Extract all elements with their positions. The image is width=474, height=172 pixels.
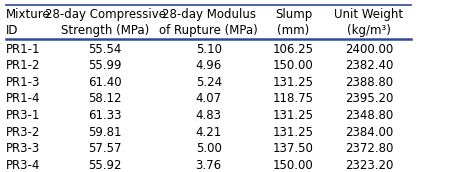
Text: 2372.80: 2372.80 (345, 142, 393, 155)
Text: 4.07: 4.07 (196, 93, 222, 105)
Text: 55.54: 55.54 (88, 43, 122, 56)
Text: 4.96: 4.96 (196, 60, 222, 72)
Text: 55.92: 55.92 (88, 159, 122, 172)
Text: 137.50: 137.50 (273, 142, 314, 155)
Text: PR1-3: PR1-3 (6, 76, 40, 89)
Text: 3.76: 3.76 (196, 159, 222, 172)
Text: 5.00: 5.00 (196, 142, 222, 155)
Text: PR1-2: PR1-2 (6, 60, 41, 72)
Text: PR3-3: PR3-3 (6, 142, 40, 155)
Text: 150.00: 150.00 (273, 159, 314, 172)
Text: 59.81: 59.81 (88, 126, 122, 139)
Text: PR1-1: PR1-1 (6, 43, 41, 56)
Text: PR3-4: PR3-4 (6, 159, 40, 172)
Text: 106.25: 106.25 (273, 43, 314, 56)
Text: 131.25: 131.25 (273, 109, 314, 122)
Text: Mixture
ID: Mixture ID (6, 8, 51, 37)
Text: 58.12: 58.12 (88, 93, 122, 105)
Text: 4.83: 4.83 (196, 109, 222, 122)
Text: 2388.80: 2388.80 (345, 76, 393, 89)
Text: 2382.40: 2382.40 (345, 60, 393, 72)
Text: 5.10: 5.10 (196, 43, 222, 56)
Text: 131.25: 131.25 (273, 76, 314, 89)
Text: PR1-4: PR1-4 (6, 93, 41, 105)
Text: 118.75: 118.75 (273, 93, 314, 105)
Text: 28-day Modulus
of Rupture (MPa): 28-day Modulus of Rupture (MPa) (159, 8, 258, 37)
Text: 2348.80: 2348.80 (345, 109, 393, 122)
Text: 61.33: 61.33 (88, 109, 122, 122)
Text: Slump
(mm): Slump (mm) (275, 8, 312, 37)
Text: 5.24: 5.24 (196, 76, 222, 89)
Text: 131.25: 131.25 (273, 126, 314, 139)
Text: 61.40: 61.40 (88, 76, 122, 89)
Text: 4.21: 4.21 (196, 126, 222, 139)
Text: 150.00: 150.00 (273, 60, 314, 72)
Text: PR3-2: PR3-2 (6, 126, 40, 139)
Text: 55.99: 55.99 (88, 60, 122, 72)
Text: 2384.00: 2384.00 (345, 126, 393, 139)
Text: 28-day Compressive
Strength (MPa): 28-day Compressive Strength (MPa) (45, 8, 165, 37)
Text: PR3-1: PR3-1 (6, 109, 40, 122)
Text: 2400.00: 2400.00 (345, 43, 393, 56)
Text: 2395.20: 2395.20 (345, 93, 393, 105)
Text: Unit Weight
(kg/m³): Unit Weight (kg/m³) (334, 8, 403, 37)
Text: 57.57: 57.57 (88, 142, 122, 155)
Text: 2323.20: 2323.20 (345, 159, 393, 172)
